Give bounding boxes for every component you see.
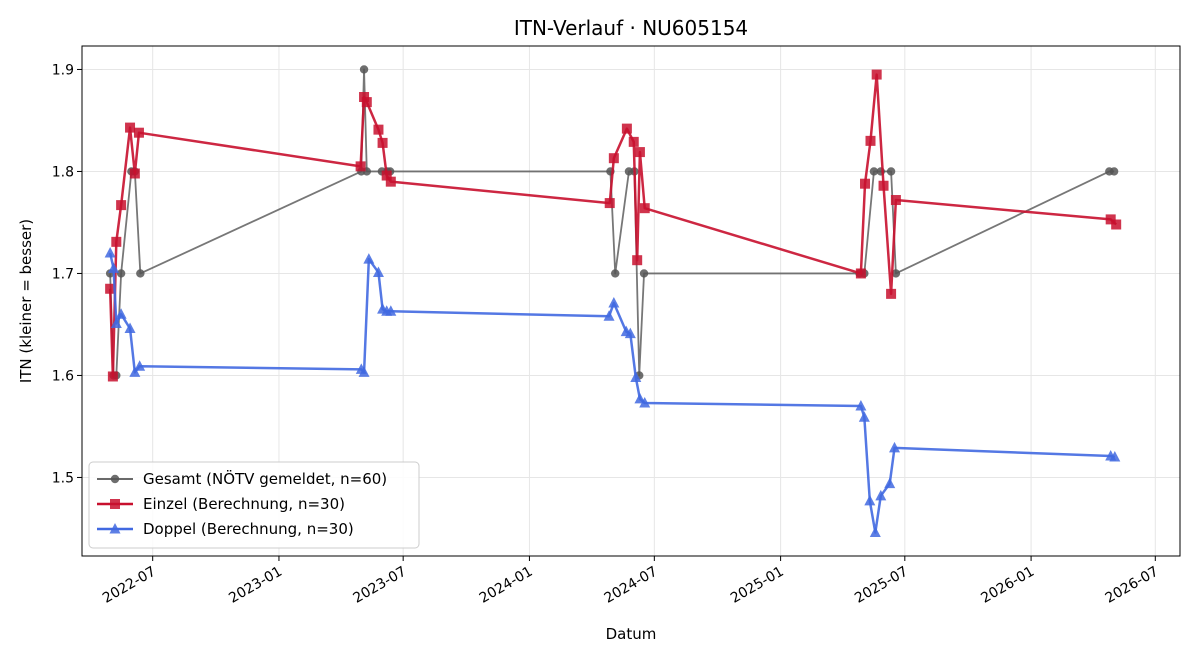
legend-label: Einzel (Berechnung, n=30) (143, 495, 345, 513)
data-point (864, 494, 876, 506)
data-point (630, 371, 642, 382)
series-doppel (104, 247, 1121, 538)
data-point (110, 317, 122, 328)
data-point (639, 397, 651, 408)
data-point (385, 176, 396, 187)
data-point (381, 170, 392, 181)
y-tick-label: 1.6 (52, 368, 74, 384)
plot-frame (81, 45, 1181, 557)
data-point (133, 127, 144, 138)
series-layer (104, 65, 1122, 538)
legend-box (88, 461, 420, 549)
data-point (639, 269, 649, 278)
data-point (884, 477, 896, 489)
data-point (129, 366, 141, 377)
y-axis-label: ITN (kleiner = besser) (17, 219, 35, 383)
legend-entry: Einzel (Berechnung, n=30) (97, 495, 345, 513)
data-point (865, 135, 876, 146)
data-point (634, 147, 645, 158)
series-einzel (105, 69, 1122, 382)
data-point (111, 236, 122, 247)
y-tick-label: 1.5 (52, 470, 74, 486)
data-point (891, 269, 901, 278)
data-point (373, 124, 384, 135)
data-point (115, 308, 127, 319)
data-point (105, 283, 116, 294)
data-point (116, 269, 126, 278)
data-point (107, 371, 118, 382)
data-point (858, 411, 870, 422)
data-point (108, 262, 120, 273)
y-axis: 1.5 1.6 1.7 1.8 1.9 (52, 62, 82, 486)
data-point (377, 137, 388, 148)
data-point (621, 123, 632, 134)
data-point (628, 136, 639, 147)
data-point (363, 253, 375, 264)
data-point (125, 122, 136, 133)
grid-lines (82, 46, 1180, 556)
data-point (871, 69, 882, 80)
data-point (608, 153, 619, 164)
data-point (358, 366, 370, 377)
series-line (108, 252, 1116, 534)
data-point (1109, 167, 1119, 176)
data-point (1109, 451, 1121, 462)
data-point (632, 255, 643, 266)
data-point (134, 360, 146, 371)
data-point (1111, 219, 1122, 230)
data-point (886, 167, 896, 176)
data-point (855, 400, 867, 411)
chart-title: ITN-Verlauf · NU605154 (514, 16, 748, 40)
data-point (855, 268, 866, 279)
data-point (603, 310, 615, 321)
data-point (355, 161, 366, 172)
data-point (869, 526, 881, 538)
data-point (104, 247, 116, 258)
data-point (608, 297, 620, 308)
legend-label: Gesamt (NÖTV gemeldet, n=60) (143, 469, 387, 488)
data-point (604, 198, 615, 209)
data-point (359, 65, 369, 74)
data-point (372, 266, 384, 277)
data-point (624, 327, 636, 339)
series-line (108, 73, 1118, 378)
data-point (889, 441, 901, 453)
data-point (860, 178, 871, 189)
data-point (116, 200, 127, 211)
legend-label: Doppel (Berechnung, n=30) (143, 520, 354, 538)
x-axis-label: Datum (606, 625, 657, 643)
data-point (634, 392, 646, 404)
data-point (129, 168, 140, 179)
y-tick-label: 1.8 (52, 164, 74, 180)
data-point (359, 92, 370, 102)
data-point (886, 288, 897, 299)
data-point (611, 269, 620, 278)
legend-marker (110, 499, 120, 509)
legend-entry: Gesamt (NÖTV gemeldet, n=60) (97, 469, 387, 488)
data-point (1105, 214, 1116, 225)
data-point (639, 203, 650, 214)
legend-marker (109, 523, 121, 534)
data-point (875, 489, 887, 501)
legend: Gesamt (NÖTV gemeldet, n=60) Einzel (Bere… (88, 461, 420, 549)
y-tick-label: 1.9 (52, 62, 74, 78)
legend-entry: Doppel (Berechnung, n=30) (97, 520, 354, 538)
data-point (869, 167, 879, 176)
data-point (124, 322, 136, 334)
data-point (890, 195, 901, 206)
y-tick-label: 1.7 (52, 266, 74, 282)
data-point (385, 305, 397, 316)
data-point (878, 180, 889, 191)
data-point (361, 97, 372, 108)
legend-marker (110, 474, 120, 484)
data-point (136, 269, 145, 278)
